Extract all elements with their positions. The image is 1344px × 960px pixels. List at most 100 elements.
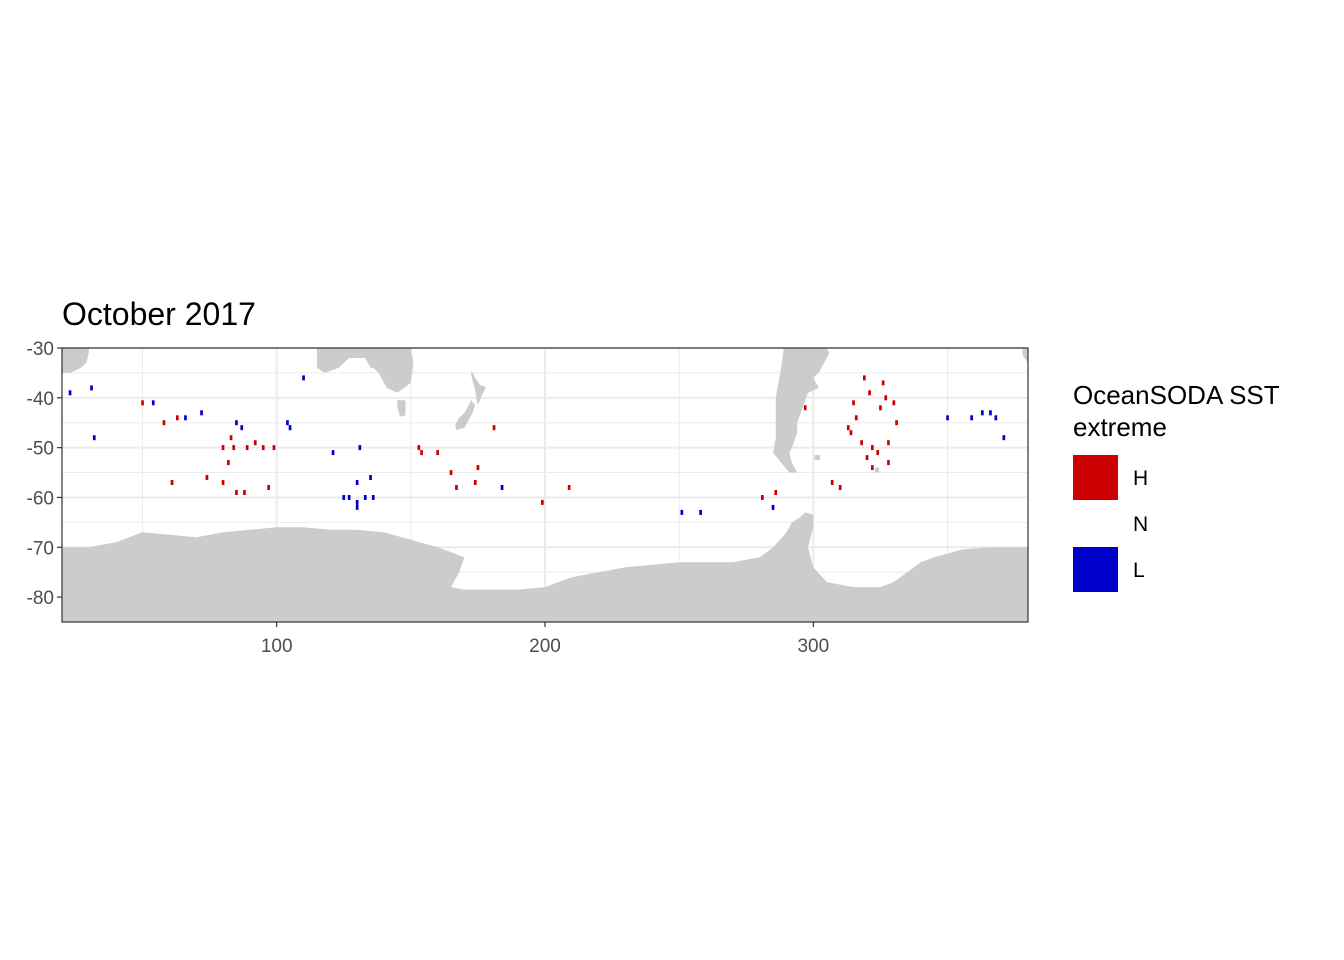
cell-h — [887, 460, 890, 466]
legend-title-line-2: extreme — [1073, 412, 1167, 442]
cell-h — [221, 480, 225, 485]
land-africa-east-edge — [1022, 348, 1028, 363]
cell-l — [355, 480, 359, 485]
cell-l — [302, 375, 305, 381]
x-axis: 100 200 300 — [261, 622, 829, 657]
cell-h — [473, 480, 477, 485]
cell-h — [846, 425, 850, 431]
cell-l — [994, 415, 998, 421]
cell-h — [227, 460, 230, 466]
cell-l — [347, 495, 351, 500]
cell-h — [887, 440, 890, 446]
cell-h — [541, 499, 544, 505]
cell-h — [895, 420, 898, 426]
cell-l — [989, 410, 992, 416]
cell-h — [849, 430, 853, 436]
cell-h — [852, 400, 855, 406]
x-tick-label: 200 — [529, 636, 561, 657]
legend-label-l: L — [1133, 559, 1145, 582]
cell-h — [865, 455, 869, 461]
cell-l — [680, 509, 684, 515]
cell-h — [884, 395, 888, 401]
cell-h — [221, 445, 225, 451]
cell-h — [272, 445, 276, 451]
cell-l — [1002, 435, 1006, 441]
cell-h — [253, 440, 257, 446]
cell-h — [232, 445, 236, 451]
cell-l — [68, 390, 72, 396]
legend-key-l — [1073, 547, 1118, 592]
cell-h — [245, 445, 249, 451]
cell-h — [455, 485, 458, 490]
cell-l — [240, 425, 244, 431]
cell-h — [892, 400, 896, 406]
land-antarctica — [62, 512, 1028, 622]
land-south-georgia — [875, 467, 880, 473]
land-new-zealand-north — [471, 370, 486, 406]
cell-l — [355, 499, 359, 505]
cell-l — [184, 415, 187, 421]
cell-h — [871, 465, 874, 471]
legend-label-n: N — [1133, 513, 1148, 536]
cell-l — [355, 504, 359, 510]
cell-h — [492, 425, 496, 431]
cell-h — [854, 415, 858, 421]
land-tasmania — [397, 400, 406, 417]
cell-h — [830, 480, 834, 485]
y-tick-label: -60 — [27, 488, 54, 509]
cell-l — [771, 504, 775, 510]
cell-h — [879, 405, 882, 411]
cell-l — [286, 420, 289, 426]
cell-l — [151, 400, 155, 406]
cell-h — [162, 420, 166, 426]
x-tick-label: 100 — [261, 636, 293, 657]
cell-l — [371, 495, 375, 500]
cell-h — [420, 450, 423, 456]
cell-h — [860, 440, 863, 446]
cell-h — [176, 415, 179, 421]
cell-l — [200, 410, 203, 416]
land-new-zealand-south — [455, 400, 476, 431]
cell-l — [500, 485, 504, 490]
cell-h — [838, 485, 842, 490]
cell-h — [567, 485, 571, 490]
y-tick-label: -40 — [27, 389, 54, 410]
cell-h — [881, 380, 885, 386]
cell-h — [863, 375, 866, 381]
cell-h — [417, 445, 421, 451]
cell-l — [369, 475, 372, 480]
cell-l — [981, 410, 984, 416]
plot-panel — [61, 347, 1029, 623]
cell-h — [436, 450, 439, 456]
cell-h — [774, 490, 778, 495]
legend: OceanSODA SST extreme H N L — [1073, 380, 1280, 592]
y-tick-label: -80 — [27, 588, 54, 609]
legend-title-line-1: OceanSODA SST — [1073, 380, 1280, 410]
y-tick-label: -70 — [27, 538, 54, 559]
y-tick-label: -50 — [27, 439, 54, 460]
land-falklands — [814, 455, 820, 461]
cell-h — [170, 480, 174, 485]
cell-l — [92, 435, 96, 441]
y-tick-label: -30 — [27, 339, 54, 360]
cell-l — [90, 385, 93, 391]
cell-h — [868, 390, 871, 396]
cell-l — [331, 450, 335, 456]
chart-title: October 2017 — [62, 296, 256, 332]
cell-l — [699, 509, 702, 515]
cell-h — [229, 435, 233, 441]
extreme-cells — [68, 375, 1006, 515]
cell-h — [476, 465, 480, 471]
legend-key-h — [1073, 455, 1118, 500]
land-south-america — [773, 348, 830, 473]
cell-h — [449, 470, 453, 476]
legend-label-h: H — [1133, 467, 1148, 490]
cell-h — [871, 445, 874, 451]
cell-h — [205, 475, 209, 480]
cell-h — [243, 490, 246, 495]
cell-h — [761, 495, 764, 500]
cell-l — [970, 415, 973, 421]
cell-l — [363, 495, 367, 500]
y-axis: -30 -40 -50 -60 -70 -80 — [27, 339, 62, 609]
